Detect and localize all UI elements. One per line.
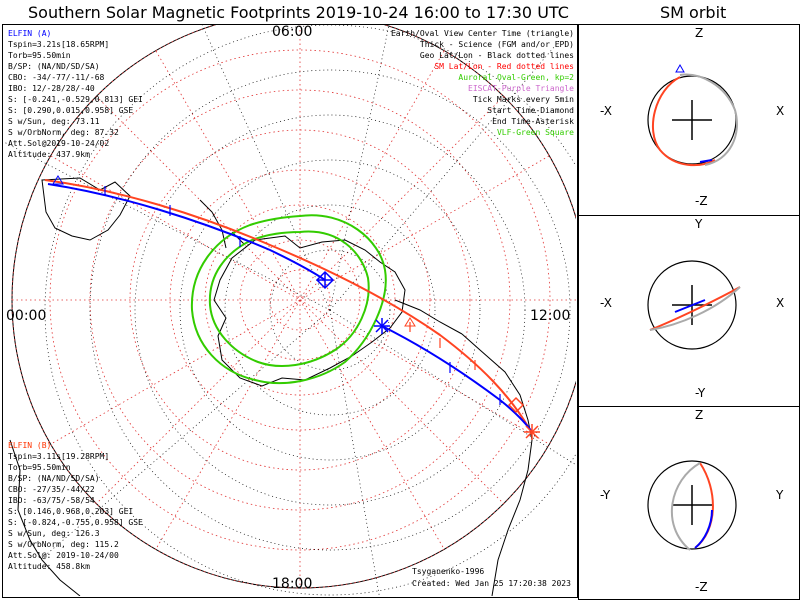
orbit3-right: Y bbox=[776, 488, 784, 502]
orbit1-left: -X bbox=[600, 104, 612, 118]
elfin-b-track bbox=[44, 179, 531, 431]
elfin-a-line: CBO: -34/-77/-11/-68 bbox=[8, 73, 105, 82]
elfin-a-line: Tspin=3.21s[18.65RPM] bbox=[8, 40, 110, 49]
elfin-a-name: ELFIN (A) bbox=[8, 29, 52, 38]
orbit1-bottom: -Z bbox=[695, 194, 708, 208]
clock-label-left: 00:00 bbox=[6, 308, 47, 324]
legend-item: Tick Marks every 5min bbox=[472, 95, 574, 104]
legend-item: Earth/Oval View Center Time (triangle) bbox=[390, 29, 574, 38]
elfin-b-center-triangle bbox=[404, 317, 416, 327]
elfin-a-line: Torb=95.50min bbox=[8, 51, 71, 60]
elfin-b-line: Att.Sol@: 2019-10-24/00 bbox=[8, 551, 119, 560]
orbit3-left: -Y bbox=[600, 488, 611, 502]
clock-label-right: 12:00 bbox=[530, 308, 571, 324]
legend: Earth/Oval View Center Time (triangle) T… bbox=[391, 28, 574, 138]
legend-item: End Time-Asterisk bbox=[492, 117, 574, 126]
legend-item: SM Lat/Lon - Red dotted lines bbox=[434, 62, 574, 71]
elfin-b-ticks bbox=[409, 322, 476, 370]
elfin-b-line: IBO: -63/75/-58/54 bbox=[8, 496, 95, 505]
orbit2-top: Y bbox=[695, 217, 703, 231]
elfin-b-line: S w/Sun, deg: 126.3 bbox=[8, 529, 100, 538]
elfin-a-line: Altitude: 437.9km bbox=[8, 150, 90, 159]
plot-title: Southern Solar Magnetic Footprints 2019-… bbox=[28, 3, 569, 22]
legend-item: Thick - Science (FGM and/or EPD) bbox=[419, 40, 574, 49]
elfin-b-line: Tspin=3.11s[19.28RPM] bbox=[8, 452, 110, 461]
elfin-a-info: ELFIN (A) Tspin=3.21s[18.65RPM] Torb=95.… bbox=[8, 28, 143, 160]
elfin-b-line: Torb=95.50min bbox=[8, 463, 71, 472]
elfin-b-info: ELFIN (B) Tspin=3.11s[19.28RPM] Torb=95.… bbox=[8, 440, 143, 572]
elfin-a-start-diamond bbox=[315, 270, 335, 290]
elfin-a-line: IBO: 12/-28/28/-40 bbox=[8, 84, 95, 93]
elfin-a-track bbox=[47, 183, 533, 433]
orbit-title: SM orbit bbox=[660, 3, 727, 22]
legend-item: Geo Lat/Lon - Black dotted lines bbox=[419, 51, 574, 60]
elfin-a-line: S: [-0.241,-0.529,0.813] GEI bbox=[8, 95, 143, 104]
orbit2-left: -X bbox=[600, 296, 612, 310]
elfin-b-line: S w/OrbNorm, deg: 115.2 bbox=[8, 540, 119, 549]
elfin-a-line: B/SP: (NA/ND/SD/SA) bbox=[8, 62, 100, 71]
elfin-b-start-diamond bbox=[507, 396, 525, 414]
orbit-yz-plot bbox=[647, 460, 737, 551]
orbit2-bottom: -Y bbox=[695, 386, 706, 400]
elfin-a-ticks bbox=[104, 186, 501, 405]
elfin-b-line: S: [-0.824,-0.755,0.958] GSE bbox=[8, 518, 143, 527]
legend-item: VLF-Green Square bbox=[496, 128, 574, 137]
clock-label-bottom: 18:00 bbox=[272, 576, 313, 592]
orbit-xz-plot bbox=[647, 63, 738, 167]
orbit3-bottom: -Z bbox=[695, 580, 708, 594]
orbit3-top: Z bbox=[695, 408, 704, 422]
elfin-b-line: B/SP: (NA/ND/SD/SA) bbox=[8, 474, 100, 483]
orbit-xy-plot bbox=[647, 260, 741, 350]
clock-label-top: 06:00 bbox=[272, 24, 313, 40]
model-label: Tsyganenko-1996 bbox=[412, 567, 485, 576]
sm-lat-grid bbox=[11, 25, 576, 589]
elfin-b-line: Altitude: 458.8km bbox=[8, 562, 90, 571]
elfin-a-line: Att.Sol@2019-10-24/02 bbox=[8, 139, 110, 148]
elfin-b-end-asterisk bbox=[524, 424, 540, 440]
legend-item: EISCAT-Purple Triangle bbox=[468, 84, 574, 93]
orbit1-top: Z bbox=[695, 26, 704, 40]
elfin-a-line: S w/OrbNorm, deg: 87.32 bbox=[8, 128, 119, 137]
elfin-a-line: S: [0.290,0.015,0.958] GSE bbox=[8, 106, 134, 115]
elfin-b-line: S: [0.146,0.968,0.203] GEI bbox=[8, 507, 134, 516]
orbit1-right: X bbox=[776, 104, 785, 118]
legend-item: Auroral Oval-Green, kp=2 bbox=[458, 73, 574, 82]
elfin-a-end-asterisk bbox=[374, 318, 390, 334]
orbit2-right: X bbox=[776, 296, 785, 310]
elfin-a-line: S w/Sun, deg: 73.11 bbox=[8, 117, 100, 126]
elfin-a-center-triangle bbox=[52, 175, 64, 185]
created-label: Created: Wed Jan 25 17:20:38 2023 bbox=[412, 579, 571, 588]
elfin-b-line: CBO: -27/35/-44/22 bbox=[8, 485, 95, 494]
elfin-b-name: ELFIN (B) bbox=[8, 441, 52, 450]
legend-item: Start Time-Diamond bbox=[487, 106, 574, 115]
footprint-map-panel bbox=[2, 24, 578, 598]
